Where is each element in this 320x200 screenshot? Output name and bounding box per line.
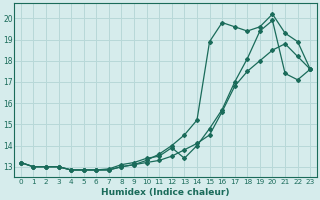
X-axis label: Humidex (Indice chaleur): Humidex (Indice chaleur) [101,188,230,197]
